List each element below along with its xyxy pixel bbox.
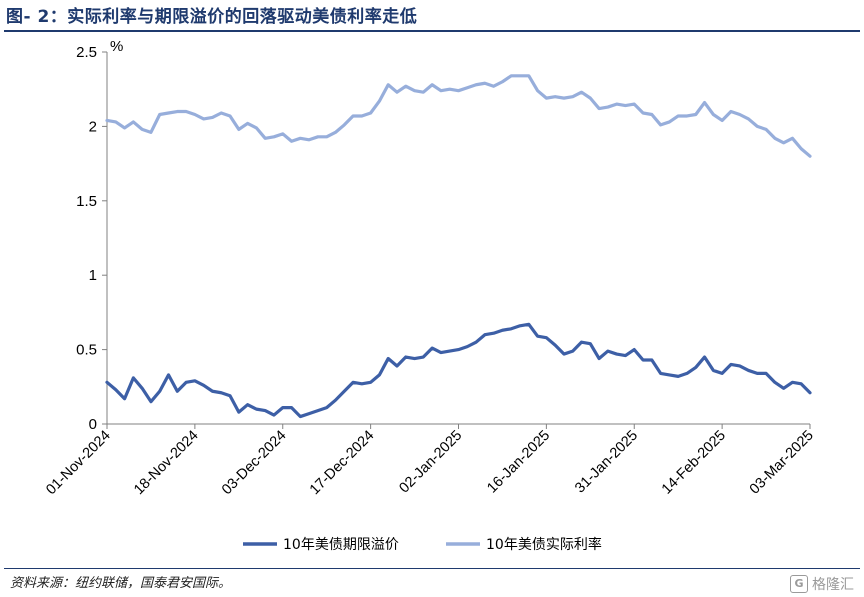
x-tick-label: 14-Feb-2025	[659, 428, 729, 498]
title-divider	[4, 30, 860, 32]
legend-label: 10年美债实际利率	[486, 536, 602, 553]
x-tick-label: 01-Nov-2024	[43, 428, 114, 499]
series-line	[105, 74, 812, 158]
y-tick-label: 1	[89, 267, 97, 284]
y-tick-label: 2.5	[76, 44, 97, 61]
source-note: 资料来源：纽约联储，国泰君安国际。	[10, 576, 232, 591]
legend: 10年美债期限溢价 10年美债实际利率	[243, 536, 602, 553]
legend-label: 10年美债期限溢价	[283, 537, 399, 553]
chart-title: 图- 2：实际利率与期限溢价的回落驱动美债利率走低	[6, 7, 418, 27]
x-tick-label: 03-Dec-2024	[219, 428, 290, 499]
y-tick-label: 0.5	[76, 342, 97, 359]
x-tick-label: 18-Nov-2024	[131, 428, 202, 499]
watermark-text: 格隆汇	[812, 577, 854, 593]
series-real-rate	[105, 74, 812, 158]
series-term-premium	[105, 322, 812, 419]
series-line	[105, 322, 812, 419]
x-tick-label: 03-Mar-2025	[747, 428, 817, 498]
x-tick-label: 16-Jan-2025	[484, 428, 553, 497]
series-layer	[105, 74, 812, 419]
y-tick-label: 1.5	[76, 193, 97, 210]
x-tick-label: 31-Jan-2025	[572, 428, 641, 497]
watermark-logo-icon: G	[790, 575, 808, 593]
x-tick-label: 17-Dec-2024	[307, 428, 378, 499]
watermark: G 格隆汇	[790, 574, 854, 594]
y-tick-label: 2	[89, 118, 97, 135]
y-tick-label: 0	[89, 416, 97, 433]
footer-divider	[4, 568, 860, 569]
y-unit-label: %	[110, 38, 123, 55]
x-tick-label: 02-Jan-2025	[396, 428, 465, 497]
